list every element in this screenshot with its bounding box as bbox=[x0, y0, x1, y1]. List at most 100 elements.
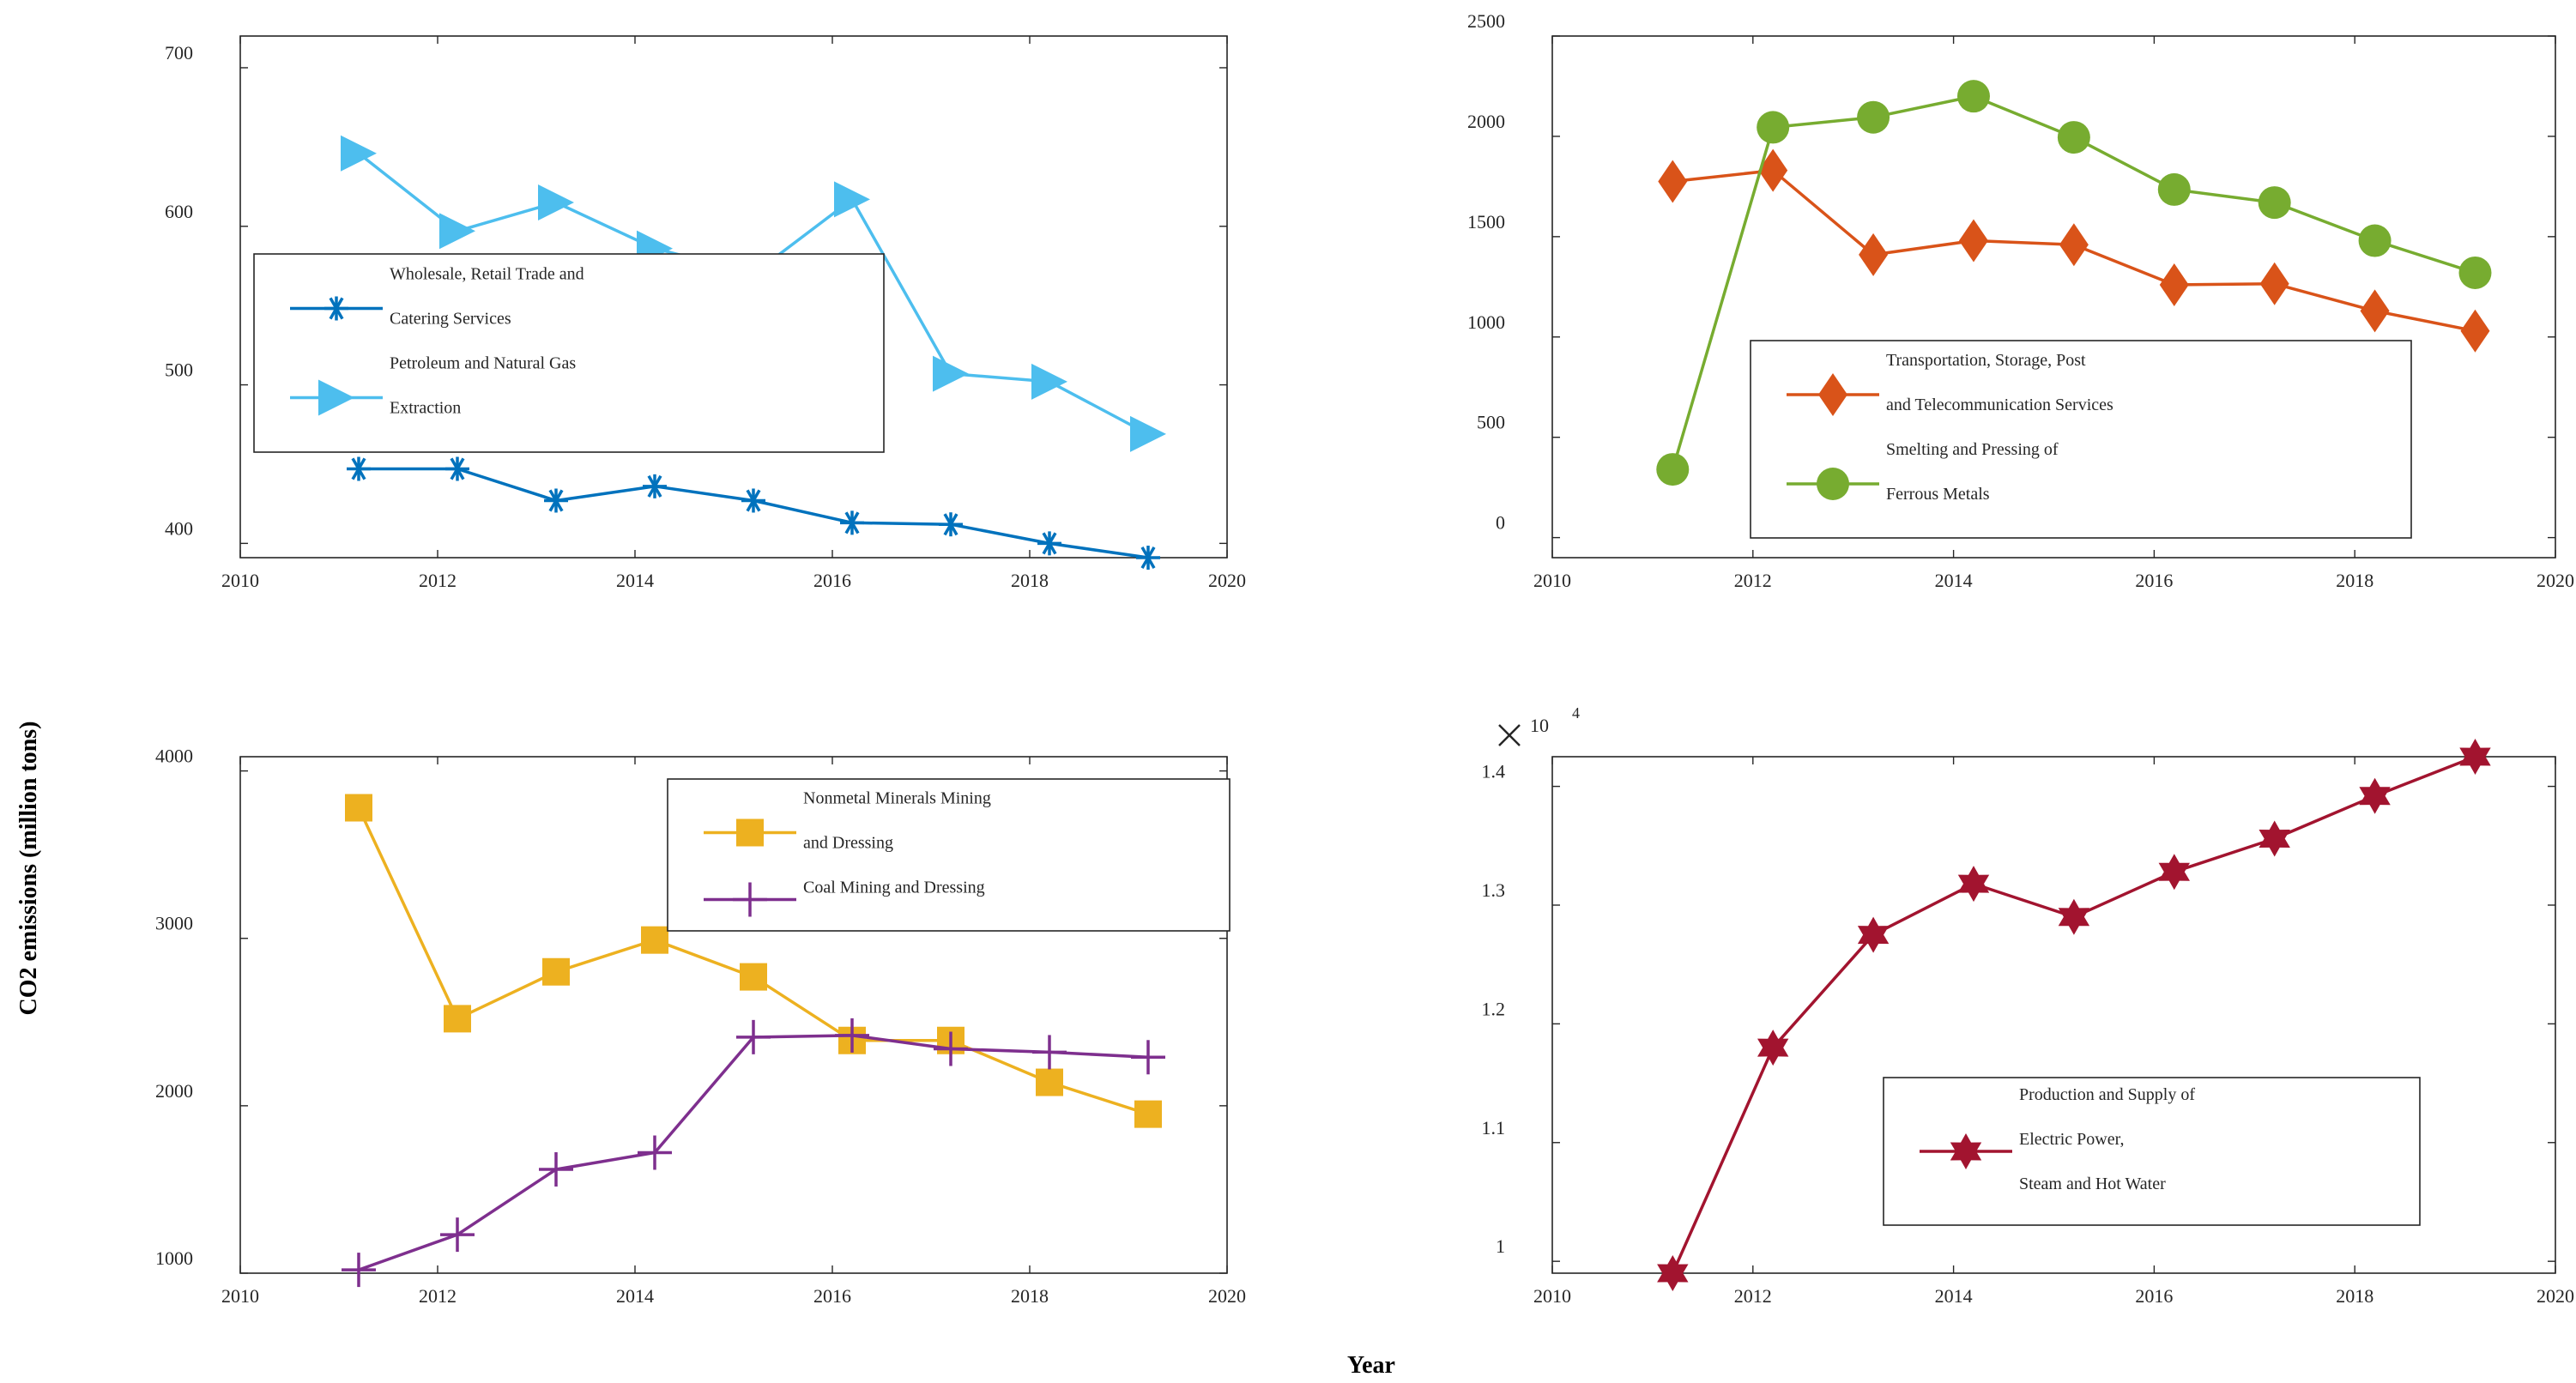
y-tick-label: 1.4 bbox=[1482, 761, 1506, 782]
legend-label: Electric Power, bbox=[2019, 1130, 2124, 1149]
y-tick-label: 1000 bbox=[155, 1247, 193, 1269]
x-axis-label: Year bbox=[1347, 1352, 1395, 1379]
series-1 bbox=[1657, 739, 2491, 1291]
data-point-marker bbox=[1957, 866, 1990, 903]
data-point-marker bbox=[740, 963, 767, 991]
legend-label: Petroleum and Natural Gas bbox=[390, 354, 576, 373]
series-1 bbox=[345, 794, 1162, 1128]
x-tick-label: 2012 bbox=[419, 1285, 457, 1307]
legend-entry-1: Transportation, Storage, Post and Telecom… bbox=[1787, 351, 2113, 416]
legend-marker bbox=[736, 818, 764, 847]
data-point-marker bbox=[934, 1031, 968, 1066]
legend-marker bbox=[1817, 468, 1849, 500]
x-tick-label: 2018 bbox=[1011, 1285, 1049, 1307]
y-tick-label: 1000 bbox=[1467, 311, 1505, 333]
y-tick-label: 1.3 bbox=[1482, 879, 1506, 901]
x-tick-label: 2012 bbox=[419, 570, 457, 591]
legend-entry-1: Nonmetal Minerals Mining and Dressing bbox=[704, 789, 991, 853]
y-tick-label: 700 bbox=[165, 42, 193, 63]
x-tick-label: 2014 bbox=[1935, 570, 1973, 591]
legend: Production and Supply of Electric Power, S… bbox=[1883, 1077, 2421, 1226]
data-point-marker bbox=[1758, 148, 1788, 192]
data-point-marker bbox=[1130, 415, 1166, 452]
data-point-marker bbox=[1031, 363, 1067, 400]
legend-label: and Telecommunication Services bbox=[1886, 396, 2113, 414]
legend-marker bbox=[733, 882, 767, 917]
legend-entry-1: Wholesale, Retail Trade and Catering Serv… bbox=[290, 265, 584, 329]
x-tick-label: 2016 bbox=[2135, 570, 2173, 591]
data-point-marker bbox=[341, 135, 377, 172]
legend-entry-2: Coal Mining and Dressing bbox=[704, 879, 985, 917]
data-point-marker bbox=[2057, 121, 2090, 154]
data-point-marker bbox=[1134, 1100, 1162, 1128]
data-point-marker bbox=[2159, 263, 2189, 306]
exponent-base: 10 bbox=[1530, 715, 1549, 736]
data-point-marker bbox=[2458, 256, 2492, 289]
data-point-marker bbox=[1136, 546, 1160, 570]
x-tick-label: 2010 bbox=[221, 570, 259, 591]
legend-label: Steam and Hot Water bbox=[2019, 1175, 2166, 1193]
legend-label: and Dressing bbox=[803, 834, 893, 853]
data-point-marker bbox=[444, 1005, 471, 1033]
data-point-marker bbox=[939, 512, 963, 537]
y-tick-label: 500 bbox=[1477, 412, 1505, 433]
data-point-marker bbox=[1131, 1040, 1165, 1075]
data-point-marker bbox=[538, 184, 574, 221]
legend-box bbox=[253, 253, 885, 453]
series-2 bbox=[342, 1018, 1165, 1288]
legend-label: Production and Supply of bbox=[2019, 1085, 2195, 1104]
data-point-marker bbox=[439, 213, 475, 250]
data-point-marker bbox=[834, 181, 870, 218]
data-point-marker bbox=[1859, 233, 1889, 276]
data-point-marker bbox=[641, 926, 668, 954]
data-point-marker bbox=[1656, 453, 1690, 486]
data-point-marker bbox=[643, 474, 667, 498]
data-point-marker bbox=[2359, 777, 2391, 814]
legend-label: Smelting and Pressing of bbox=[1886, 440, 2059, 459]
legend-marker bbox=[1818, 373, 1847, 416]
series-1 bbox=[1658, 148, 2490, 353]
panel-bottom-right: 2010 2012 2014 2016 2018 2020 1 1.1 1.2 1.3 1.4 10 4… bbox=[1482, 704, 2575, 1307]
data-point-marker bbox=[1958, 219, 1988, 263]
data-point-marker bbox=[345, 794, 372, 822]
series-2 bbox=[1656, 80, 2492, 486]
legend-label: Transportation, Storage, Post bbox=[1886, 351, 2086, 370]
x-tick-label: 2018 bbox=[2336, 570, 2373, 591]
x-tick-label: 2010 bbox=[221, 1285, 259, 1307]
y-axis-label: CO2 emissions (million tons) bbox=[15, 721, 42, 1015]
legend-entry-2: Smelting and Pressing of Ferrous Metals bbox=[1787, 440, 2059, 504]
x-tick-label: 2020 bbox=[2537, 1285, 2574, 1307]
data-point-marker bbox=[342, 1253, 376, 1288]
panel-top-left: 2010 2012 2014 2016 2018 2020 400 500 600 700 Whol… bbox=[165, 35, 1246, 591]
x-tick-label: 2014 bbox=[616, 1285, 654, 1307]
data-point-marker bbox=[2157, 172, 2191, 206]
x-tick-label: 2016 bbox=[813, 570, 851, 591]
data-point-marker bbox=[835, 1018, 869, 1053]
data-point-marker bbox=[347, 456, 371, 481]
data-point-marker bbox=[2460, 309, 2490, 353]
legend: Nonmetal Minerals Mining and Dressing Coal… bbox=[667, 778, 1231, 932]
x-tick-label: 2014 bbox=[616, 570, 654, 591]
data-point-marker bbox=[1032, 1035, 1067, 1070]
legend: Transportation, Storage, Post and Telecom… bbox=[1750, 340, 2412, 539]
data-point-marker bbox=[736, 1019, 771, 1054]
x-tick-label: 2016 bbox=[2135, 1285, 2173, 1307]
data-point-marker bbox=[2059, 223, 2089, 267]
data-point-marker bbox=[1657, 1255, 1689, 1291]
data-point-marker bbox=[2259, 262, 2289, 305]
y-tick-label: 600 bbox=[165, 201, 193, 222]
legend-entry-2: Petroleum and Natural Gas Extraction bbox=[290, 354, 576, 418]
data-point-marker bbox=[2058, 898, 2090, 935]
data-point-marker bbox=[933, 355, 969, 392]
legend-marker bbox=[324, 296, 348, 321]
data-point-marker bbox=[1658, 160, 1688, 203]
y-tick-label: 4000 bbox=[155, 746, 193, 767]
data-point-marker bbox=[1857, 100, 1890, 134]
x-tick-label: 2014 bbox=[1935, 1285, 1973, 1307]
panel-bottom-left: 2010 2012 2014 2016 2018 2020 1000 2000 3000 4000… bbox=[155, 746, 1246, 1307]
panel-top-right: 2010 2012 2014 2016 2018 2020 0 500 1000 1500 2000… bbox=[1467, 10, 2574, 591]
legend-box bbox=[1750, 340, 2412, 539]
series-1 bbox=[347, 456, 1160, 570]
data-point-marker bbox=[2360, 289, 2390, 333]
